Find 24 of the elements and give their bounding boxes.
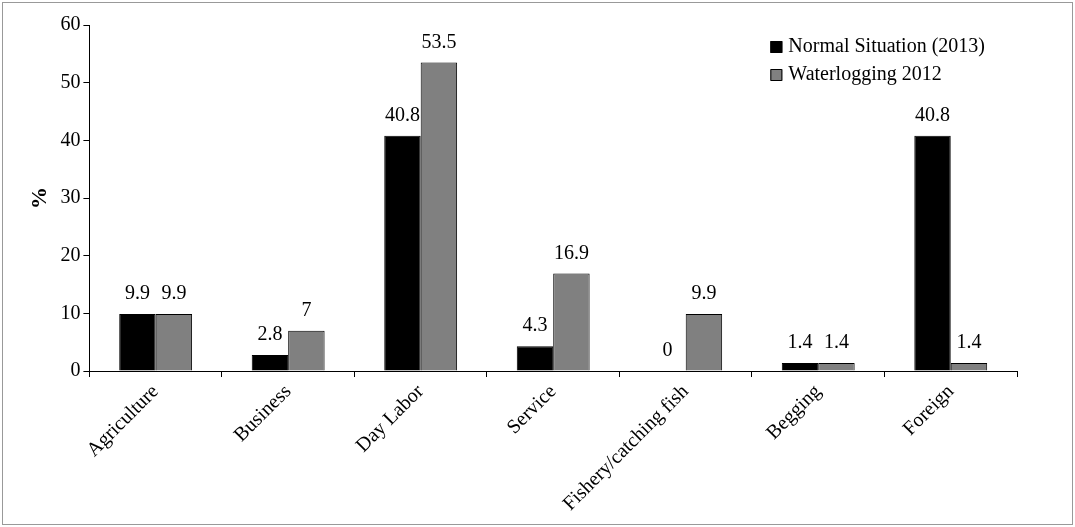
data-label: 9.9 <box>124 281 150 304</box>
data-label: 2.8 <box>257 322 283 345</box>
y-tick-label: 20 <box>60 242 81 265</box>
data-label: 40.8 <box>915 102 951 125</box>
data-label: 4.3 <box>522 313 548 336</box>
data-label: 1.4 <box>956 330 982 353</box>
y-tick-label: 0 <box>70 358 81 381</box>
y-tick-label: 50 <box>60 69 81 92</box>
data-label: 7 <box>301 297 312 320</box>
data-label: 9.9 <box>161 281 187 304</box>
data-label: 40.8 <box>384 102 420 125</box>
y-tick-label: 60 <box>60 12 81 35</box>
data-label: 1.4 <box>823 330 849 353</box>
data-label: 16.9 <box>553 240 589 263</box>
data-label: 9.9 <box>691 281 717 304</box>
legend-label: Waterlogging 2012 <box>788 62 942 86</box>
legend-label: Normal Situation (2013) <box>788 34 985 58</box>
data-label: 0 <box>662 338 673 361</box>
y-tick-label: 40 <box>60 127 81 150</box>
y-tick-label: 10 <box>60 300 81 323</box>
data-label: 53.5 <box>421 29 457 52</box>
y-tick-label: 30 <box>60 185 81 208</box>
data-label: 1.4 <box>787 330 813 353</box>
y-axis-title: % <box>25 187 51 210</box>
